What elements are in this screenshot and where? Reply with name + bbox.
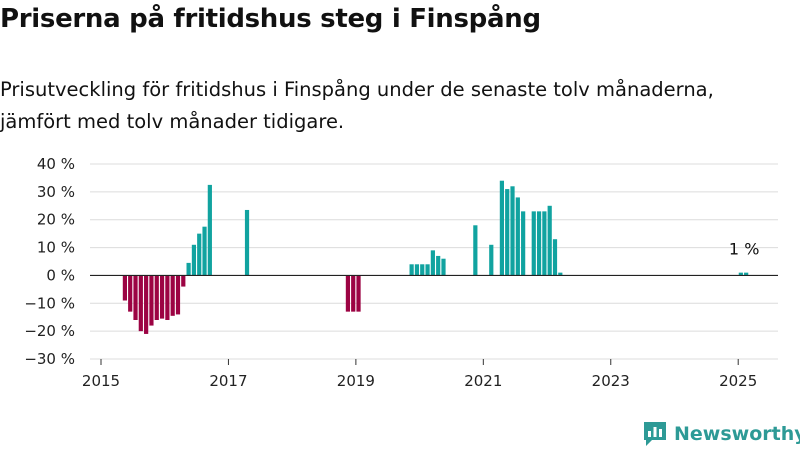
- bar: [165, 275, 170, 320]
- bar: [197, 233, 202, 276]
- x-tick-label: 2015: [82, 372, 120, 390]
- x-tick-label: 2023: [592, 372, 630, 390]
- bar: [186, 262, 191, 276]
- chart-title: Priserna på fritidshus steg i Finspång: [0, 4, 541, 34]
- y-tick-label: −30 %: [24, 350, 75, 368]
- bar: [558, 272, 563, 276]
- annotations: 1 %: [729, 240, 759, 259]
- bar: [515, 197, 520, 276]
- bar: [345, 275, 351, 312]
- bar: [122, 275, 127, 301]
- bar: [144, 275, 149, 334]
- bar: [744, 272, 749, 276]
- brand-name: Newsworthy: [674, 423, 800, 445]
- bar: [149, 275, 154, 326]
- y-tick-label: 30 %: [37, 183, 75, 201]
- bar: [181, 275, 186, 287]
- bar: [521, 211, 526, 276]
- bar: [430, 250, 435, 276]
- y-tick-label: 20 %: [37, 211, 75, 229]
- brand-logo[interactable]: Newsworthy: [644, 419, 800, 449]
- bars: [122, 180, 749, 334]
- y-tick-label: 0 %: [46, 266, 75, 284]
- bar: [356, 275, 361, 312]
- bar: [154, 275, 159, 320]
- bar: [542, 211, 547, 276]
- bar: [425, 264, 430, 276]
- bar: [159, 275, 165, 319]
- bar: [473, 225, 478, 276]
- bar: [133, 275, 138, 320]
- bar: [420, 264, 425, 276]
- x-tick-label: 2017: [209, 372, 247, 390]
- bar: [441, 258, 446, 276]
- bar: [409, 264, 414, 276]
- bar: [244, 209, 250, 276]
- y-tick-label: −10 %: [24, 294, 75, 312]
- y-tick-label: −20 %: [24, 322, 75, 340]
- subtitle-line-1: Prisutveckling för fritidshus i Finspång…: [0, 78, 714, 101]
- x-tick-label: 2025: [719, 372, 757, 390]
- bar: [505, 189, 510, 276]
- bar: [128, 275, 133, 312]
- bar: [202, 226, 207, 276]
- x-axis: 2015 2017 2019 2021 2023 2025: [82, 359, 757, 390]
- y-axis: 40 % 30 % 20 % 10 % 0 % −10 % −20 % −30 %: [24, 155, 75, 368]
- subtitle-line-2: jämfört med tolv månader tidigare.: [0, 110, 345, 133]
- bar: [191, 244, 197, 276]
- bar: [547, 205, 552, 276]
- newsworthy-logo-icon: [644, 422, 666, 446]
- bar: [414, 264, 420, 276]
- y-tick-label: 40 %: [37, 155, 75, 173]
- annotation-label: 1 %: [729, 240, 759, 259]
- bar: [351, 275, 356, 312]
- bar: [499, 180, 504, 276]
- bar: [531, 211, 536, 276]
- bar: [207, 184, 212, 276]
- bar: [138, 275, 143, 332]
- gridlines: [90, 163, 778, 360]
- bar: [489, 244, 494, 276]
- y-tick-label: 10 %: [37, 239, 75, 257]
- chart-subtitle: Prisutveckling för fritidshus i Finspång…: [0, 74, 800, 138]
- bar: [436, 255, 441, 276]
- bar: [552, 239, 558, 276]
- bar: [170, 275, 175, 316]
- bar: [510, 186, 515, 276]
- bar: [175, 275, 181, 315]
- x-tick-label: 2021: [464, 372, 502, 390]
- bar: [536, 211, 542, 276]
- x-tick-label: 2019: [337, 372, 375, 390]
- bar: [738, 272, 743, 276]
